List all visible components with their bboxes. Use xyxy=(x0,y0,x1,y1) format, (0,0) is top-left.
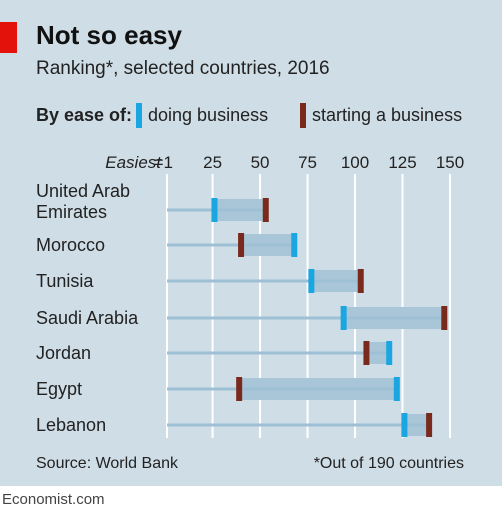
country-label: Tunisia xyxy=(36,271,94,291)
tick-label: 50 xyxy=(251,153,270,172)
chart-subtitle: Ranking*, selected countries, 2016 xyxy=(36,58,330,79)
country-label: Emirates xyxy=(36,202,107,222)
marker-doing-business xyxy=(308,269,315,293)
marker-doing-business xyxy=(340,306,347,330)
footnote: *Out of 190 countries xyxy=(313,455,464,472)
chart-title: Not so easy xyxy=(36,20,182,50)
tick-label: 150 xyxy=(436,153,464,172)
tick-label: 25 xyxy=(203,153,222,172)
country-label: Lebanon xyxy=(36,415,106,435)
tick-label: 125 xyxy=(388,153,416,172)
marker-doing-business xyxy=(291,233,298,257)
brand-footer: Economist.com xyxy=(2,491,105,508)
country-label: Saudi Arabia xyxy=(36,308,139,328)
legend-lead: By ease of: xyxy=(36,105,133,125)
marker-starting-business xyxy=(426,413,433,437)
legend-swatch-starting-business xyxy=(300,103,306,128)
axis-prefix-label: Easiest xyxy=(105,153,162,172)
marker-starting-business xyxy=(357,269,364,293)
tick-label: 100 xyxy=(341,153,369,172)
legend-swatch-doing-business xyxy=(136,103,142,128)
country-label: Morocco xyxy=(36,235,105,255)
red-corner-tag xyxy=(0,22,17,53)
marker-doing-business xyxy=(386,341,393,365)
marker-starting-business xyxy=(441,306,448,330)
marker-starting-business xyxy=(363,341,370,365)
range-dot-chart: =1 25 50 75 100 125 150 Easiest United ArabEmira… xyxy=(36,153,464,438)
marker-starting-business xyxy=(236,377,243,401)
marker-doing-business xyxy=(393,377,400,401)
country-label: Jordan xyxy=(36,343,91,363)
tick-label: 75 xyxy=(298,153,317,172)
marker-starting-business xyxy=(262,198,269,222)
marker-starting-business xyxy=(238,233,245,257)
legend-label-starting-business: starting a business xyxy=(312,105,463,125)
marker-doing-business xyxy=(211,198,218,222)
source-note: Source: World Bank xyxy=(36,455,178,472)
country-label: Egypt xyxy=(36,379,82,399)
marker-doing-business xyxy=(401,413,408,437)
country-label: United Arab xyxy=(36,181,130,201)
tick-label: =1 xyxy=(154,153,173,172)
legend-label-doing-business: doing business xyxy=(148,105,269,125)
